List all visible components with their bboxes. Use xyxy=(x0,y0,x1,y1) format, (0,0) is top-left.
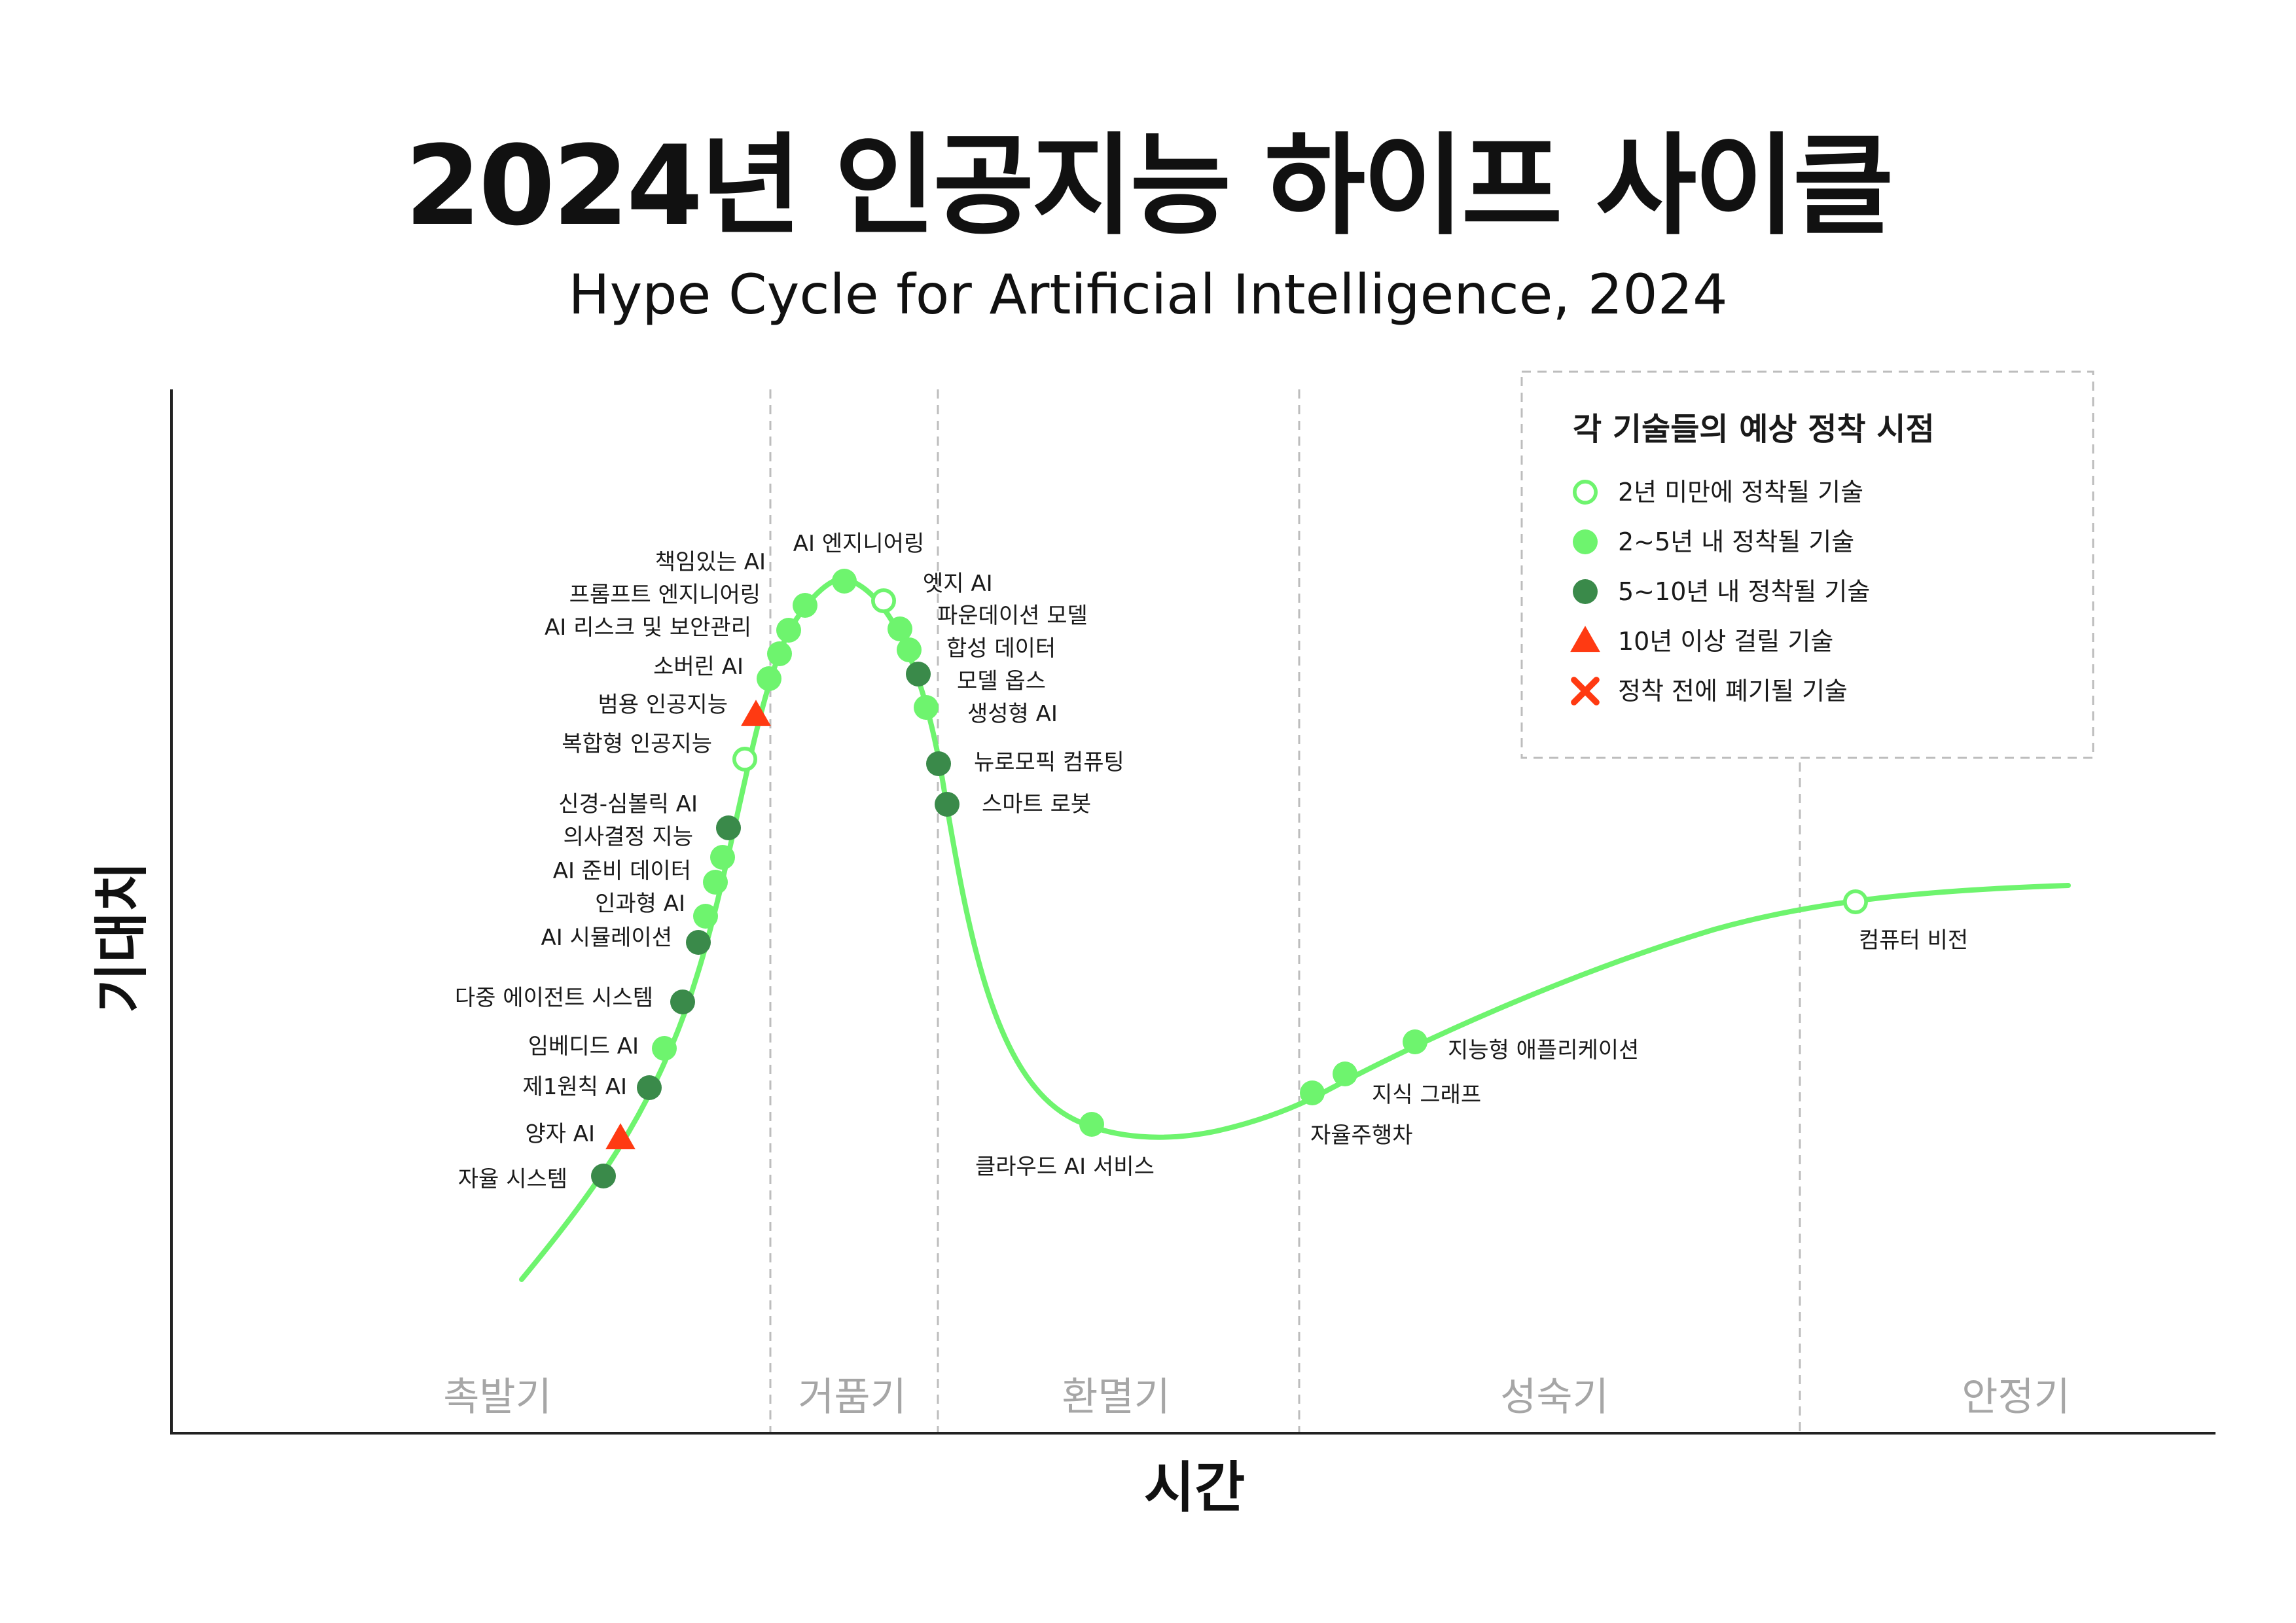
legend-item-label: 2년 미만에 정착될 기술 xyxy=(1618,478,1863,507)
tech-marker-y2to5 xyxy=(793,593,817,618)
tech-label: 파운데이션 모델 xyxy=(937,603,1088,629)
tech-marker-y2to5 xyxy=(888,616,912,641)
legend-box xyxy=(1520,370,2094,759)
tech-label: 인과형 AI xyxy=(595,891,685,917)
tech-marker-y2to5 xyxy=(652,1036,677,1061)
red-x-icon xyxy=(1571,677,1600,705)
tech-label: 스마트 로봇 xyxy=(982,791,1091,817)
tech-marker-y10plus xyxy=(605,1123,636,1150)
tech-label: AI 시뮬레이션 xyxy=(541,925,673,951)
tech-marker-y2to5 xyxy=(767,641,792,666)
tech-label: 컴퓨터 비전 xyxy=(1859,927,1968,954)
dark-green-circle-icon xyxy=(1573,579,1598,604)
tech-label: 생성형 AI xyxy=(967,701,1058,727)
phase-label-trigger: 촉발기 xyxy=(443,1374,552,1420)
tech-marker-y5to10 xyxy=(716,815,741,840)
tech-label: 프롬프트 엔지니어링 xyxy=(569,582,761,608)
red-triangle-icon xyxy=(1570,626,1600,652)
tech-label: 임베디드 AI xyxy=(528,1033,639,1060)
tech-label: 뉴로모픽 컴퓨팅 xyxy=(974,749,1124,776)
tech-marker-y2to5 xyxy=(693,904,718,929)
tech-marker-y5to10 xyxy=(637,1075,662,1100)
tech-label: 양자 AI xyxy=(525,1121,595,1147)
chart-title: 2024년 인공지능 하이프 사이클 xyxy=(404,122,1893,250)
phase-dividers xyxy=(769,389,1801,1432)
phase-label-trough: 환멸기 xyxy=(1062,1374,1170,1420)
tech-marker-y2to5 xyxy=(1403,1029,1427,1054)
tech-label: 범용 인공지능 xyxy=(598,692,728,718)
tech-marker-y2to5 xyxy=(1333,1061,1357,1086)
tech-label: 모델 옵스 xyxy=(957,668,1046,694)
technology-labels: 자율 시스템 양자 AI 제1원칙 AI 임베디드 AI 다중 에이전트 시스템 AI 시… xyxy=(455,531,1968,1192)
tech-marker-y5to10 xyxy=(591,1164,616,1188)
tech-label: 자율주행차 xyxy=(1310,1122,1412,1149)
tech-marker-y2to5 xyxy=(897,637,922,662)
technology-markers xyxy=(591,569,1869,1188)
tech-marker-y2to5 xyxy=(1079,1112,1104,1137)
tech-marker-y5to10 xyxy=(935,792,960,817)
x-stroke xyxy=(1571,677,1600,705)
tech-label: 엣지 AI xyxy=(923,571,993,597)
light-green-circle-icon xyxy=(1573,529,1598,554)
tech-marker-y2to5 xyxy=(1300,1080,1325,1105)
tech-marker-y5to10 xyxy=(670,990,695,1014)
tech-marker-y5to10 xyxy=(926,751,951,776)
tech-marker-lt2 xyxy=(732,746,757,772)
tech-label: 제1원칙 AI xyxy=(522,1074,627,1100)
tech-marker-y2to5 xyxy=(757,666,781,691)
tech-label: 책임있는 AI xyxy=(655,549,766,575)
tech-marker-lt2 xyxy=(1843,889,1869,914)
tech-label: AI 준비 데이터 xyxy=(553,858,691,884)
tech-label: 다중 에이전트 시스템 xyxy=(455,985,653,1011)
tech-marker-lt2 xyxy=(870,588,896,613)
legend: 각 기술들의 예상 정착 시점 2년 미만에 정착될 기술 2~5년 내 정착될 … xyxy=(1520,370,2094,759)
y-axis-label: 기대치 xyxy=(90,861,154,1013)
phase-label-plateau: 안정기 xyxy=(1962,1374,2070,1420)
phase-label-peak: 거품기 xyxy=(798,1374,906,1420)
tech-marker-y5to10 xyxy=(906,662,931,687)
tech-label: 지식 그래프 xyxy=(1372,1082,1481,1108)
legend-item-label: 10년 이상 걸릴 기술 xyxy=(1618,627,1833,656)
tech-label: 신경-심볼릭 AI xyxy=(558,791,698,817)
phase-label-slope: 성숙기 xyxy=(1500,1374,1609,1420)
legend-item-label: 2~5년 내 정착될 기술 xyxy=(1618,527,1854,556)
tech-label: 복합형 인공지능 xyxy=(562,731,712,757)
tech-marker-y10plus xyxy=(741,700,771,726)
legend-title: 각 기술들의 예상 정착 시점 xyxy=(1573,411,1935,448)
legend-items: 2년 미만에 정착될 기술 2~5년 내 정착될 기술 5~10년 내 정착될 기술… xyxy=(1570,478,1870,705)
tech-label: 합성 데이터 xyxy=(946,635,1056,662)
tech-label: AI 엔지니어링 xyxy=(793,531,925,557)
x-axis-label: 시간 xyxy=(1144,1455,1246,1520)
tech-marker-y2to5 xyxy=(776,618,801,643)
hollow-circle-icon xyxy=(1573,479,1598,505)
tech-label: AI 리스크 및 보안관리 xyxy=(545,615,751,641)
tech-label: 소버린 AI xyxy=(653,654,744,680)
tech-marker-y2to5 xyxy=(914,695,939,720)
tech-marker-y5to10 xyxy=(686,930,711,955)
tech-marker-y2to5 xyxy=(710,845,735,870)
tech-label: 자율 시스템 xyxy=(458,1166,567,1192)
tech-label: 클라우드 AI 서비스 xyxy=(975,1154,1155,1180)
tech-marker-y2to5 xyxy=(832,569,857,594)
legend-item-label: 정착 전에 폐기될 기술 xyxy=(1618,677,1848,705)
legend-item-label: 5~10년 내 정착될 기술 xyxy=(1618,577,1870,606)
tech-marker-y2to5 xyxy=(703,870,728,895)
tech-label: 의사결정 지능 xyxy=(564,824,694,850)
tech-label: 지능형 애플리케이션 xyxy=(1448,1037,1639,1063)
chart-subtitle: Hype Cycle for Artificial Intelligence, … xyxy=(568,262,1728,327)
